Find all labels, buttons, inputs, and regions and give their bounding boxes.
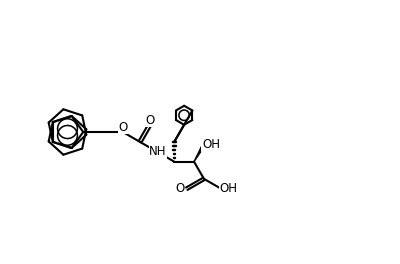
Polygon shape — [194, 144, 205, 162]
Text: O: O — [145, 114, 154, 126]
Text: O: O — [118, 121, 128, 134]
Text: OH: OH — [202, 138, 220, 151]
Text: O: O — [175, 182, 184, 195]
Text: NH: NH — [149, 145, 167, 158]
Text: OH: OH — [219, 182, 237, 195]
